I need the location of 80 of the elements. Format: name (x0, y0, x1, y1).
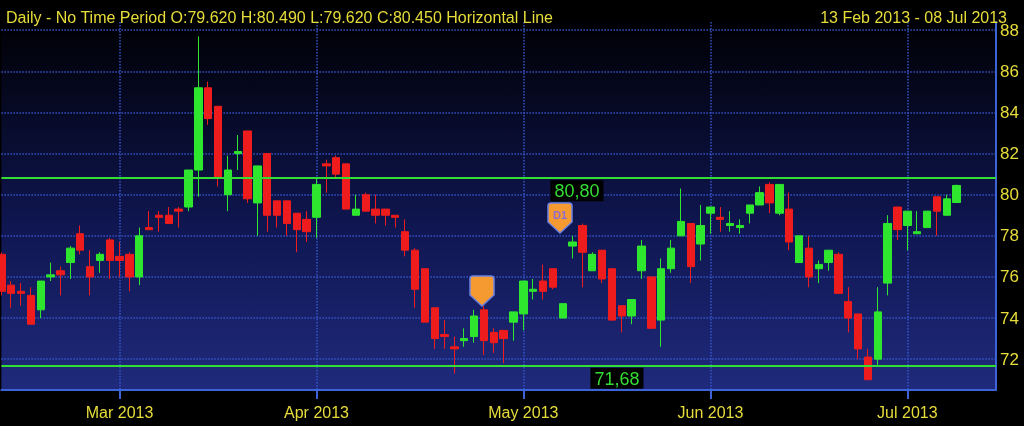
ref-line-label: 80,80 (554, 181, 600, 202)
x-tick-label: Jun 2013 (677, 403, 744, 421)
candlestick (765, 181, 774, 214)
candlestick (854, 313, 862, 360)
y-tick-label: 78 (1000, 226, 1019, 246)
annotation: D1 (553, 209, 568, 221)
candlestick (588, 251, 596, 272)
candlestick (903, 210, 912, 251)
candlestick (824, 249, 833, 272)
candlestick (913, 210, 921, 235)
ref-line-label: 71,68 (594, 368, 640, 389)
candlestick (174, 206, 183, 229)
candlestick (687, 222, 695, 284)
candlestick (696, 204, 705, 261)
candlestick (76, 225, 84, 255)
candlestick (145, 210, 153, 231)
candlestick (647, 276, 656, 329)
candlestick (37, 280, 45, 319)
candlestick (421, 268, 429, 323)
candlestick (775, 183, 784, 216)
candlestick (559, 303, 567, 319)
y-tick-label: 80 (1000, 185, 1019, 205)
candlestick (411, 247, 419, 309)
candlestick (539, 264, 547, 301)
candlestick (608, 268, 616, 321)
candlestick (795, 235, 803, 264)
candlestick (568, 235, 577, 259)
candlestick (864, 348, 872, 381)
y-tick-label: 72 (1000, 349, 1019, 369)
candlestick (805, 235, 813, 288)
candlestick (549, 268, 557, 290)
candlestick (470, 309, 478, 344)
candlestick (46, 262, 55, 282)
candlestick (135, 227, 143, 286)
candlestick (263, 153, 271, 233)
candlestick (165, 206, 173, 224)
candlestick (204, 81, 212, 126)
candlestick (155, 210, 163, 233)
candlestick (657, 257, 665, 348)
candlestick (933, 196, 941, 237)
candlestick (637, 239, 646, 280)
candlestick (667, 239, 675, 274)
candlestick (834, 251, 843, 294)
y-tick-label: 84 (1000, 102, 1019, 122)
candlestick (578, 222, 587, 288)
candlestick (214, 105, 222, 187)
candlestick (401, 218, 409, 257)
candlestick (342, 163, 350, 210)
y-tick-label: 86 (1000, 61, 1019, 81)
y-tick-label: 76 (1000, 267, 1019, 287)
candlestick (893, 206, 902, 241)
x-tick-label: Jul 2013 (877, 403, 938, 421)
candlestick (243, 130, 252, 204)
candlestick (86, 249, 94, 296)
candlestick (785, 192, 793, 251)
candlestick (480, 305, 488, 356)
candlestick (883, 214, 892, 296)
candlestick (677, 188, 685, 237)
y-tick-label: 74 (1000, 308, 1019, 328)
candlestick (460, 327, 468, 348)
chart-title: Daily - No Time Period O:79.620 H:80.490 L:79.620 C:80.450 Horizontal Line (6, 8, 554, 26)
candlestick (598, 249, 606, 284)
candlestick (66, 245, 75, 280)
candlestick (17, 282, 25, 307)
y-tick-label: 82 (1000, 144, 1019, 164)
candlestick (923, 210, 931, 229)
candlestick (234, 134, 242, 171)
candlestick (618, 305, 626, 333)
x-tick-label: May 2013 (488, 403, 559, 421)
candlestick (96, 251, 104, 274)
candlestick (352, 194, 360, 216)
candlestick (627, 299, 636, 325)
candlestick (283, 200, 291, 237)
x-tick-label: Apr 2013 (284, 403, 350, 421)
candlestick (736, 218, 744, 235)
x-tick-label: Mar 2013 (85, 403, 154, 421)
candlestick (706, 206, 715, 235)
candlestick (815, 259, 823, 284)
candlestick (726, 210, 734, 233)
candlestick (27, 286, 35, 325)
